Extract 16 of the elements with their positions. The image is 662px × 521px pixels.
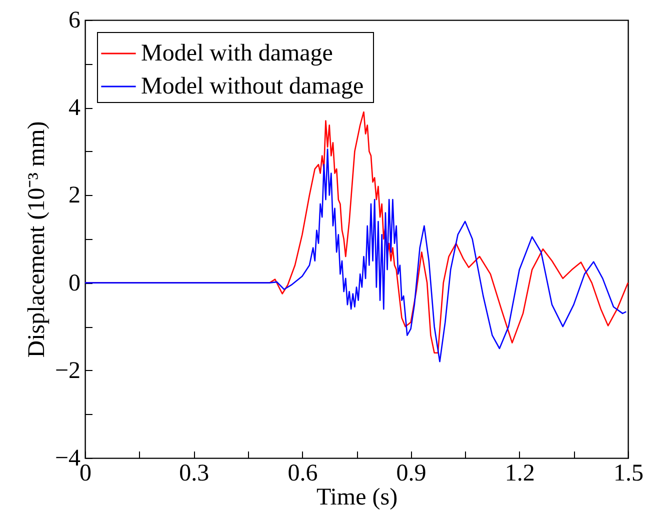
x-tick-label: 1.2 xyxy=(504,460,535,486)
y-axis-title: Displacement (10⁻³ mm) xyxy=(24,121,50,358)
x-tick-label: 0.9 xyxy=(396,460,426,486)
line-series xyxy=(84,148,627,362)
y-tick-label: 2 xyxy=(68,182,80,209)
x-tick-label: 1.5 xyxy=(614,460,644,486)
y-tick-label: 0 xyxy=(68,270,80,296)
x-tick-label: 0.3 xyxy=(179,460,210,486)
legend-label: Model without damage xyxy=(141,74,364,100)
y-tick-label: 6 xyxy=(68,8,80,34)
legend-label: Model with damage xyxy=(141,40,333,66)
x-axis-title: Time (s) xyxy=(316,484,398,510)
x-tick-label: 0.6 xyxy=(288,460,318,486)
y-tick-label: −2 xyxy=(54,358,80,384)
y-tick-label: 4 xyxy=(68,95,80,122)
y-tick-label: −4 xyxy=(54,446,80,472)
